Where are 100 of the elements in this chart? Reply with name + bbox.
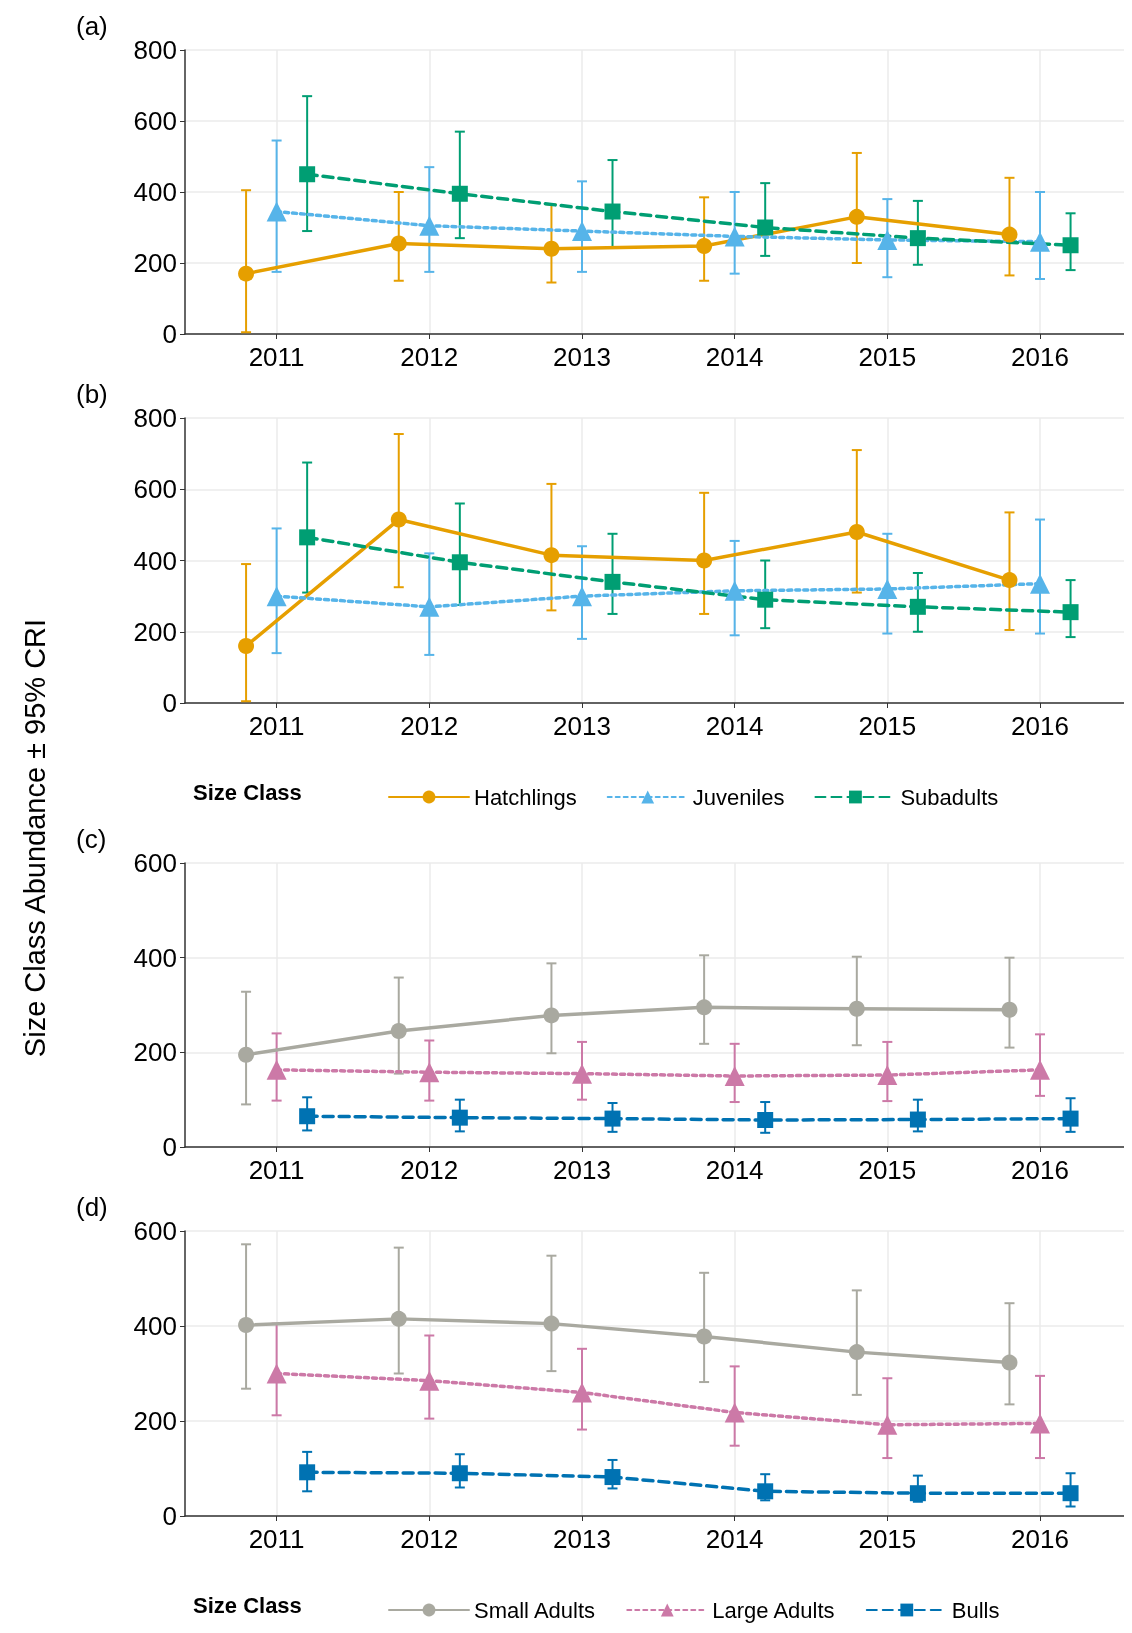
x-tick-label: 2012 bbox=[400, 342, 459, 372]
point bbox=[299, 529, 316, 546]
point bbox=[604, 1469, 621, 1486]
x-tick-label: 2012 bbox=[400, 711, 459, 741]
x-tick-label: 2016 bbox=[1011, 711, 1069, 741]
point bbox=[909, 1485, 926, 1502]
x-tick-label: 2015 bbox=[858, 1524, 917, 1554]
x-tick-label: 2013 bbox=[553, 1155, 611, 1185]
point bbox=[848, 524, 865, 540]
chart-title: (b) bbox=[76, 379, 108, 409]
legend-label: Subadults bbox=[900, 784, 999, 810]
point bbox=[266, 586, 287, 607]
point bbox=[419, 1370, 440, 1391]
y-tick-label: 0 bbox=[162, 688, 177, 718]
point bbox=[604, 573, 621, 590]
point bbox=[757, 1483, 774, 1500]
x-tick-label: 2016 bbox=[1011, 342, 1069, 372]
point bbox=[1062, 604, 1079, 621]
point bbox=[238, 265, 255, 282]
y-tick-label: 400 bbox=[133, 545, 177, 576]
point bbox=[238, 1046, 255, 1063]
y-tick-label: 600 bbox=[133, 106, 177, 136]
point bbox=[696, 552, 713, 569]
point bbox=[604, 203, 621, 220]
point bbox=[451, 554, 468, 571]
y-tick-label: 400 bbox=[133, 177, 177, 207]
legend-label: Bulls bbox=[951, 1597, 1000, 1623]
x-tick-label: 2011 bbox=[248, 711, 305, 741]
point bbox=[451, 1465, 468, 1482]
point bbox=[1062, 1110, 1079, 1127]
x-tick-label: 2012 bbox=[400, 1155, 459, 1185]
point bbox=[877, 1414, 898, 1435]
point bbox=[451, 185, 468, 202]
point bbox=[238, 1317, 255, 1334]
x-tick-label: 2012 bbox=[400, 1524, 459, 1554]
x-tick-label: 2013 bbox=[553, 1524, 611, 1554]
point bbox=[543, 1007, 560, 1024]
point bbox=[1030, 231, 1051, 252]
point bbox=[757, 591, 774, 608]
y-tick-label: 600 bbox=[133, 474, 177, 505]
chart-title: (a) bbox=[76, 11, 108, 41]
point bbox=[724, 1066, 745, 1086]
point bbox=[266, 201, 287, 222]
point bbox=[571, 221, 592, 242]
x-tick-label: 2015 bbox=[858, 1155, 917, 1185]
x-tick-label: 2014 bbox=[705, 711, 764, 741]
point bbox=[571, 1382, 592, 1403]
point bbox=[571, 1063, 592, 1084]
x-tick-label: 2014 bbox=[705, 342, 764, 372]
point bbox=[1030, 1059, 1051, 1080]
legend-title: Size Class bbox=[193, 1592, 302, 1618]
point bbox=[299, 166, 316, 183]
y-tick-label: 0 bbox=[162, 1501, 177, 1531]
legend-label: Small Adults bbox=[474, 1597, 596, 1623]
point bbox=[724, 580, 745, 601]
point bbox=[1030, 573, 1051, 594]
point bbox=[757, 219, 774, 236]
y-tick-label: 200 bbox=[133, 1037, 177, 1068]
x-tick-label: 2016 bbox=[1011, 1155, 1069, 1185]
point bbox=[1001, 572, 1018, 589]
point bbox=[724, 1402, 745, 1423]
point bbox=[604, 1110, 621, 1127]
point bbox=[419, 1062, 440, 1083]
point bbox=[696, 237, 713, 254]
point bbox=[696, 999, 713, 1016]
point bbox=[299, 1108, 316, 1125]
point bbox=[543, 240, 560, 257]
y-tick-label: 200 bbox=[133, 248, 177, 278]
point bbox=[909, 230, 926, 247]
point bbox=[571, 586, 592, 607]
point bbox=[390, 511, 407, 528]
point bbox=[419, 215, 440, 236]
point bbox=[1001, 1001, 1018, 1018]
point bbox=[909, 1111, 926, 1128]
y-tick-label: 600 bbox=[133, 848, 177, 878]
legend-label: Large Adults bbox=[712, 1597, 835, 1623]
point bbox=[848, 1344, 865, 1361]
x-tick-label: 2014 bbox=[705, 1155, 764, 1185]
x-tick-label: 2015 bbox=[858, 711, 917, 741]
point bbox=[1030, 1413, 1051, 1434]
x-tick-label: 2015 bbox=[858, 342, 917, 372]
point bbox=[390, 1023, 407, 1040]
y-tick-label: 600 bbox=[133, 1216, 177, 1246]
y-tick-label: 200 bbox=[133, 616, 177, 647]
x-tick-label: 2011 bbox=[248, 1155, 305, 1185]
y-tick-label: 400 bbox=[133, 1311, 177, 1341]
point bbox=[451, 1109, 468, 1126]
point bbox=[1001, 1354, 1018, 1371]
point bbox=[877, 229, 898, 250]
x-tick-label: 2014 bbox=[705, 1524, 764, 1554]
point bbox=[390, 1310, 407, 1327]
y-tick-label: 0 bbox=[162, 1132, 177, 1162]
point bbox=[238, 638, 255, 654]
point bbox=[848, 1000, 865, 1017]
point bbox=[757, 1112, 774, 1129]
y-tick-label: 400 bbox=[133, 942, 177, 973]
x-tick-label: 2011 bbox=[248, 342, 305, 372]
point bbox=[877, 579, 898, 599]
x-tick-label: 2013 bbox=[553, 342, 611, 372]
point bbox=[1001, 226, 1018, 243]
